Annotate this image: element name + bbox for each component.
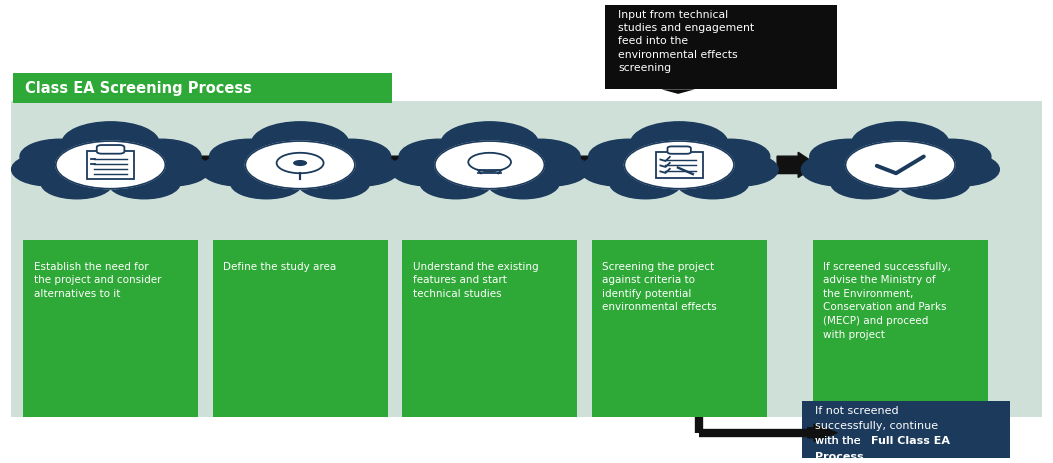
Text: with the: with the [815, 437, 865, 446]
Circle shape [677, 168, 749, 199]
Circle shape [108, 168, 180, 199]
Text: Establish the need for
the project and consider
alternatives to it: Establish the need for the project and c… [34, 262, 161, 299]
Text: Input from technical
studies and engagement
feed into the
environmental effects
: Input from technical studies and engagem… [618, 10, 754, 73]
FancyBboxPatch shape [605, 5, 837, 89]
Circle shape [852, 122, 949, 164]
FancyArrow shape [192, 152, 232, 177]
FancyBboxPatch shape [813, 240, 988, 417]
Circle shape [435, 141, 544, 189]
FancyBboxPatch shape [13, 73, 392, 103]
FancyBboxPatch shape [97, 145, 124, 154]
Circle shape [911, 139, 991, 174]
FancyArrow shape [777, 152, 817, 177]
Text: with the: with the [815, 437, 865, 446]
Circle shape [631, 122, 728, 164]
Circle shape [624, 141, 734, 189]
Circle shape [311, 139, 391, 174]
Polygon shape [661, 89, 695, 94]
Text: successfully, continue: successfully, continue [815, 421, 938, 432]
Circle shape [801, 153, 877, 186]
Circle shape [690, 139, 770, 174]
Text: If screened successfully,
advise the Ministry of
the Environment,
Conservation a: If screened successfully, advise the Min… [823, 262, 951, 339]
Circle shape [201, 153, 277, 186]
Circle shape [702, 153, 778, 186]
Circle shape [62, 122, 159, 164]
Text: Screening the project
against criteria to
identify potential
environmental effec: Screening the project against criteria t… [602, 262, 717, 313]
Circle shape [420, 168, 492, 199]
FancyArrow shape [808, 424, 837, 442]
Circle shape [231, 168, 302, 199]
FancyArrow shape [574, 152, 614, 177]
Circle shape [810, 139, 890, 174]
Text: Process: Process [815, 451, 863, 462]
Circle shape [298, 168, 370, 199]
Text: Full Class EA: Full Class EA [871, 437, 950, 446]
Circle shape [391, 153, 466, 186]
Circle shape [441, 122, 538, 164]
FancyBboxPatch shape [11, 101, 1042, 417]
Circle shape [589, 139, 669, 174]
FancyBboxPatch shape [802, 401, 1010, 458]
Circle shape [293, 160, 307, 166]
Circle shape [56, 141, 165, 189]
Circle shape [210, 139, 290, 174]
Circle shape [323, 153, 399, 186]
Text: If not screened: If not screened [815, 406, 898, 416]
Circle shape [245, 141, 355, 189]
Circle shape [245, 141, 355, 189]
Circle shape [624, 141, 734, 189]
Circle shape [399, 139, 479, 174]
FancyBboxPatch shape [213, 240, 388, 417]
Circle shape [831, 168, 902, 199]
Circle shape [488, 168, 559, 199]
Circle shape [898, 168, 970, 199]
Text: Class EA Screening Process: Class EA Screening Process [25, 81, 252, 96]
Circle shape [20, 139, 100, 174]
Circle shape [56, 141, 165, 189]
Circle shape [610, 168, 681, 199]
Circle shape [513, 153, 589, 186]
Circle shape [580, 153, 656, 186]
Text: Define the study area: Define the study area [223, 262, 337, 272]
Circle shape [121, 139, 201, 174]
FancyBboxPatch shape [592, 240, 767, 417]
Circle shape [252, 122, 349, 164]
Circle shape [846, 141, 955, 189]
Circle shape [923, 153, 999, 186]
Circle shape [435, 141, 544, 189]
FancyBboxPatch shape [668, 146, 691, 154]
Circle shape [134, 153, 210, 186]
FancyBboxPatch shape [23, 240, 198, 417]
Circle shape [846, 141, 955, 189]
Text: Understand the existing
features and start
technical studies: Understand the existing features and sta… [413, 262, 538, 299]
Circle shape [41, 168, 113, 199]
FancyArrow shape [383, 152, 423, 177]
Circle shape [500, 139, 580, 174]
Circle shape [12, 153, 87, 186]
FancyBboxPatch shape [402, 240, 577, 417]
